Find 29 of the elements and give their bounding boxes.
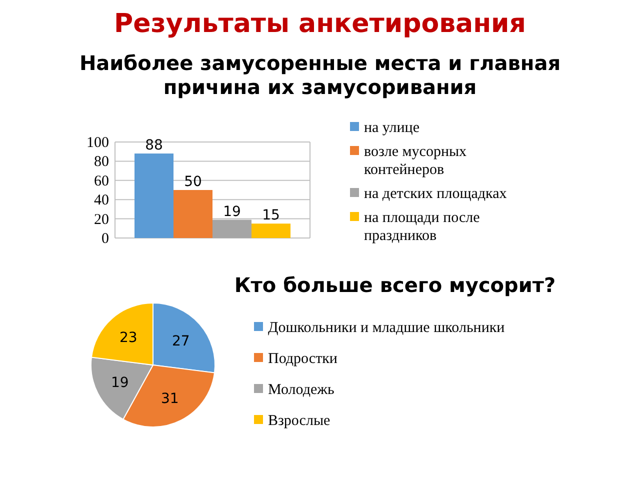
- data-label: 27: [172, 333, 190, 350]
- data-label: 88: [145, 138, 163, 154]
- chart-title: Результаты анкетирования: [114, 9, 526, 39]
- y-tick-label: 80: [94, 154, 109, 170]
- data-label: 19: [110, 374, 129, 391]
- legend-label: Дошкольники и младшие школьники: [268, 320, 505, 336]
- legend-label: возле мусорных контейнеров: [364, 144, 468, 178]
- legend-label: Подростки: [268, 351, 338, 367]
- legend-label: на детских площадках: [364, 186, 508, 202]
- legend-label: Молодежь: [268, 382, 334, 398]
- data-label: 23: [119, 330, 138, 346]
- legend-label: на площади после праздников: [364, 210, 480, 244]
- legend-label: Взрослые: [268, 413, 331, 429]
- y-tick-label: 60: [94, 173, 109, 190]
- data-label: 50: [184, 174, 202, 190]
- data-label: 19: [223, 204, 241, 220]
- data-label: 31: [160, 391, 179, 408]
- bar: [174, 190, 212, 238]
- bar: [134, 154, 174, 238]
- bar: [252, 224, 290, 238]
- data-label: 15: [262, 208, 280, 224]
- y-tick-label: 40: [94, 192, 109, 209]
- chart-subtitle: Наиболее замусоренные места и главная причина их замусоривания: [79, 51, 561, 99]
- legend-label: на улице: [364, 120, 420, 136]
- y-tick-label: 100: [86, 135, 109, 151]
- bar: [212, 220, 252, 238]
- y-tick-label: 0: [102, 231, 109, 247]
- chart-title: Кто больше всего мусорит?: [234, 273, 556, 297]
- y-tick-label: 20: [94, 212, 109, 228]
